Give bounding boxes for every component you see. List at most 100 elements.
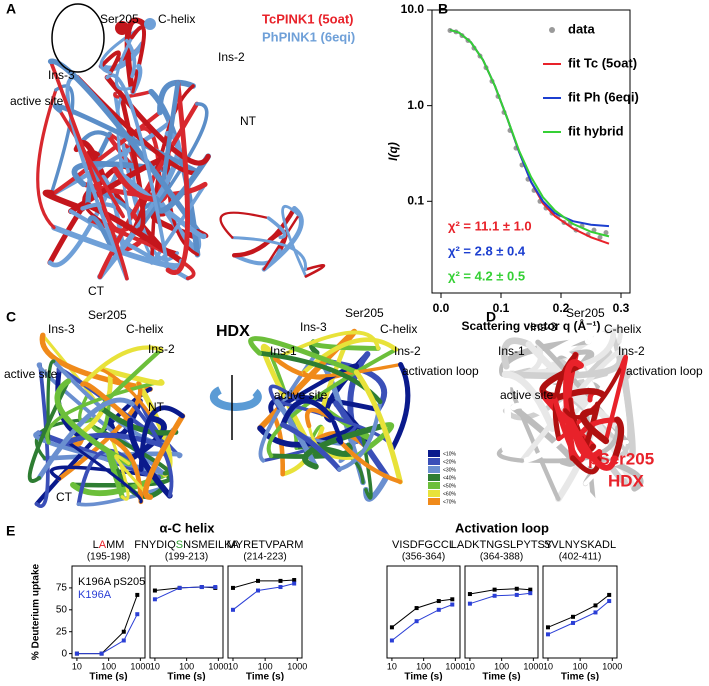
y-tick-label: 25 bbox=[56, 626, 68, 637]
title-part: FNYDIQ bbox=[134, 539, 176, 551]
uptake-point bbox=[74, 651, 79, 656]
ribbon bbox=[114, 35, 134, 91]
data-point bbox=[603, 230, 609, 236]
panel-label: A bbox=[6, 1, 16, 17]
uptake-point bbox=[436, 607, 441, 612]
ribbon bbox=[331, 420, 344, 445]
scale-swatch bbox=[428, 458, 440, 465]
uptake-line bbox=[232, 583, 295, 611]
title-part: MYRETVPARM bbox=[227, 539, 304, 551]
ribbon bbox=[570, 449, 602, 475]
peptide-title: LAMM bbox=[93, 539, 125, 551]
x-axis-label: Time (s) bbox=[482, 672, 520, 681]
legend-entry: fit Tc (5oat) bbox=[568, 55, 637, 70]
x-tick-label: 0.3 bbox=[613, 301, 630, 315]
ribbon bbox=[260, 343, 312, 448]
uptake-line bbox=[232, 579, 295, 589]
ribbon bbox=[562, 407, 618, 471]
peptide-range: (402-411) bbox=[559, 552, 602, 563]
uptake-point bbox=[389, 638, 394, 643]
ribbon bbox=[390, 361, 411, 451]
uptake-point bbox=[230, 585, 235, 590]
uptake-point bbox=[514, 586, 519, 591]
scale-swatch bbox=[428, 482, 440, 489]
uptake-point bbox=[450, 602, 455, 607]
x-axis-label: Time (s) bbox=[167, 672, 205, 681]
legend-entry: K196A pS205 bbox=[78, 576, 145, 588]
y-tick-label: 50 bbox=[56, 604, 68, 615]
y-tick-label: 1.0 bbox=[407, 98, 424, 112]
peptide-range: (364-388) bbox=[480, 552, 523, 563]
ribbon bbox=[80, 345, 164, 387]
ribbon bbox=[302, 423, 386, 470]
ribbon bbox=[127, 417, 173, 499]
annotation: active site bbox=[10, 94, 64, 108]
x-tick-label: 100 bbox=[258, 661, 273, 671]
ribbon bbox=[501, 357, 624, 380]
uptake-point bbox=[278, 578, 283, 583]
ribbon bbox=[106, 451, 125, 500]
ribbon bbox=[266, 347, 399, 458]
uptake-line bbox=[469, 588, 531, 595]
x-tick-label: 100 bbox=[179, 661, 194, 671]
annotation: Ins-2 bbox=[394, 344, 421, 358]
uptake-point bbox=[414, 606, 419, 611]
plot-frame bbox=[542, 565, 618, 659]
title-part: A bbox=[99, 539, 107, 551]
overlay-label: HDX bbox=[608, 471, 645, 490]
ribbon bbox=[248, 336, 359, 375]
ribbon bbox=[161, 80, 181, 181]
data-point bbox=[597, 234, 603, 240]
ribbon bbox=[34, 417, 95, 461]
y-axis-label: I(q) bbox=[386, 142, 400, 161]
annotation: Ins-1 bbox=[498, 344, 525, 358]
uptake-point bbox=[414, 619, 419, 624]
uptake-point bbox=[528, 591, 533, 596]
scale-label: <20% bbox=[443, 459, 456, 465]
annotation: active site bbox=[274, 388, 328, 402]
uptake-point bbox=[152, 588, 157, 593]
x-tick-label: 100 bbox=[101, 661, 116, 671]
annotation: CT bbox=[88, 284, 105, 298]
uptake-line bbox=[547, 594, 610, 628]
ribbon bbox=[281, 205, 308, 278]
panel-label: E bbox=[6, 523, 15, 539]
uptake-point bbox=[135, 612, 140, 617]
uptake-point bbox=[571, 620, 576, 625]
legend-entry: fit hybrid bbox=[568, 123, 624, 138]
peptide-title: FNYDIQSNSMEILKA bbox=[134, 539, 239, 551]
ribbon bbox=[219, 211, 270, 239]
ribbon bbox=[76, 485, 166, 507]
y-tick-label: 0.1 bbox=[407, 193, 424, 207]
section-heading: Activation loop bbox=[455, 520, 549, 535]
uptake-point bbox=[278, 585, 283, 590]
ribbon bbox=[302, 362, 403, 378]
peptide-title: SVLNYSKADL bbox=[544, 539, 616, 551]
uptake-line bbox=[391, 598, 453, 628]
ribbon bbox=[36, 88, 58, 230]
x-axis-label: Scattering vector q (Å⁻¹) bbox=[461, 318, 600, 333]
ribbon bbox=[138, 405, 185, 472]
chi-annotation: χ² = 2.8 ± 0.4 bbox=[448, 243, 526, 258]
annotation: Ins-2 bbox=[618, 344, 645, 358]
uptake-point bbox=[492, 587, 497, 592]
x-tick-label: 10 bbox=[228, 661, 238, 671]
x-tick-label: 10 bbox=[465, 661, 475, 671]
uptake-point bbox=[121, 629, 126, 634]
title-part: SVLNYSKADL bbox=[544, 539, 616, 551]
ribbon bbox=[84, 202, 185, 265]
ribbon bbox=[99, 405, 179, 436]
annotation: Ins-3 bbox=[48, 322, 75, 336]
x-tick-label: 1000 bbox=[130, 661, 150, 671]
annotation: active site bbox=[4, 367, 58, 381]
scale-label: <30% bbox=[443, 467, 456, 473]
section-heading: α-C helix bbox=[160, 520, 216, 535]
uptake-point bbox=[593, 610, 598, 615]
annotation: Ser205 bbox=[88, 308, 127, 322]
uptake-point bbox=[292, 578, 297, 583]
chi-annotation: χ² = 4.2 ± 0.5 bbox=[448, 268, 525, 283]
peptide-range: (356-364) bbox=[402, 552, 445, 563]
uptake-line bbox=[469, 592, 531, 605]
scale-swatch bbox=[428, 466, 440, 473]
plot-frame bbox=[464, 565, 539, 659]
